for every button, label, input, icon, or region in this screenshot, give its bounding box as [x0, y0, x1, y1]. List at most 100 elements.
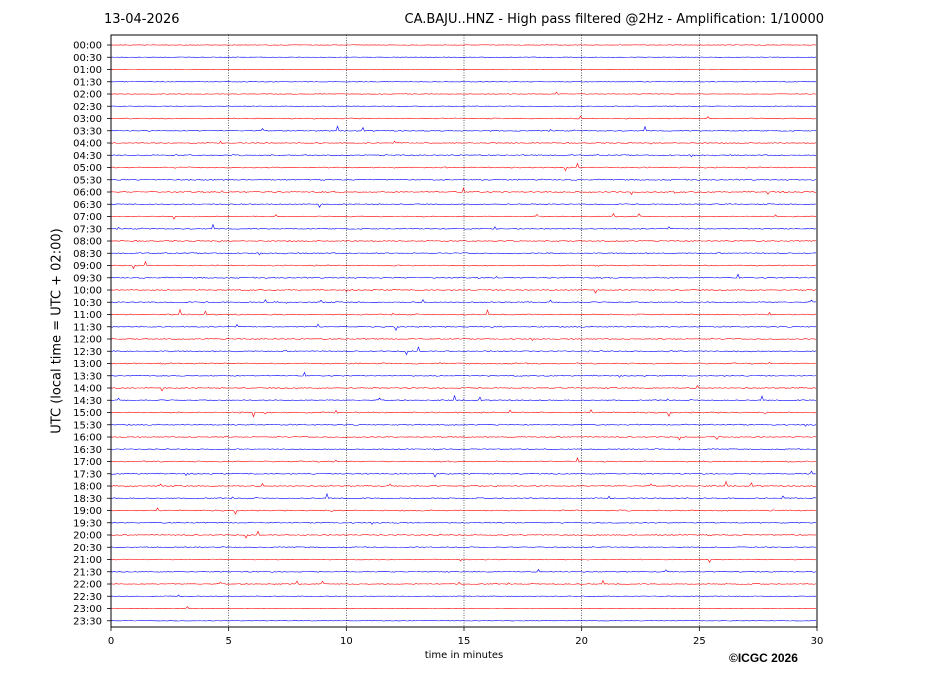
trace-2330	[110, 620, 817, 622]
trace-0000	[110, 44, 817, 46]
trace-0030	[110, 56, 817, 58]
trace-2030	[110, 546, 817, 549]
y-tick-label: 17:00	[73, 457, 102, 468]
trace-1500	[110, 409, 817, 418]
y-tick-label: 07:30	[73, 224, 102, 235]
y-tick-label: 16:00	[73, 433, 102, 444]
trace-1700	[110, 457, 817, 463]
trace-1230	[110, 346, 817, 356]
trace-1430	[110, 394, 817, 402]
y-tick-label: 03:00	[73, 114, 102, 125]
y-tick-label: 19:00	[73, 506, 102, 517]
x-tick-label: 30	[811, 636, 824, 647]
y-tick-label: 07:00	[73, 212, 102, 223]
trace-1400	[110, 385, 817, 392]
trace-1630	[110, 448, 817, 451]
trace-1830	[110, 492, 817, 500]
x-tick-label: 0	[108, 636, 114, 647]
trace-0530	[110, 178, 817, 181]
copyright-label: ©ICGC 2026	[729, 651, 798, 665]
y-tick-label: 18:00	[73, 482, 102, 493]
y-tick-label: 00:00	[73, 41, 102, 52]
y-tick-label: 14:00	[73, 384, 102, 395]
x-tick-label: 10	[340, 636, 353, 647]
y-tick-label: 15:30	[73, 420, 102, 431]
trace-1600	[110, 436, 817, 441]
y-tick-label: 10:00	[73, 286, 102, 297]
y-tick-label: 05:30	[73, 175, 102, 186]
trace-0400	[110, 140, 817, 145]
trace-0600	[110, 187, 817, 196]
y-tick-label: 18:30	[73, 494, 102, 505]
trace-1300	[110, 361, 817, 365]
trace-1000	[110, 289, 817, 294]
x-tick-label: 25	[693, 636, 706, 647]
y-tick-label: 20:00	[73, 531, 102, 542]
plot-frame	[110, 34, 818, 628]
y-tick-label: 21:30	[73, 567, 102, 578]
trace-1900	[110, 507, 817, 515]
y-tick-label: 02:00	[73, 90, 102, 101]
y-tick-label: 12:00	[73, 335, 102, 346]
trace-2130	[110, 568, 817, 573]
y-tick-label: 13:30	[73, 371, 102, 382]
trace-0700	[110, 212, 817, 220]
trace-0930	[110, 273, 817, 279]
trace-1930	[110, 521, 817, 525]
trace-1730	[110, 470, 817, 478]
y-tick-label: 09:30	[73, 273, 102, 284]
trace-0230	[110, 105, 817, 107]
x-tick-label: 15	[458, 636, 471, 647]
y-tick-label: 11:30	[73, 322, 102, 333]
y-tick-label: 14:30	[73, 396, 102, 407]
y-tick-label: 20:30	[73, 543, 102, 554]
trace-1330	[110, 371, 817, 378]
y-tick-label: 16:30	[73, 445, 102, 456]
trace-0100	[110, 68, 817, 71]
trace-0630	[110, 203, 817, 208]
trace-1800	[110, 480, 817, 488]
trace-0200	[110, 91, 817, 95]
y-tick-label: 23:00	[73, 604, 102, 615]
y-tick-label: 00:30	[73, 53, 102, 64]
trace-2000	[110, 530, 817, 539]
trace-0900	[110, 260, 817, 270]
y-tick-label: 02:30	[73, 102, 102, 113]
y-tick-label: 04:30	[73, 151, 102, 162]
x-tick-label: 20	[575, 636, 588, 647]
y-tick-label: 06:30	[73, 200, 102, 211]
y-tick-label: 10:30	[73, 298, 102, 309]
y-tick-label: 01:00	[73, 65, 102, 76]
trace-2230	[110, 594, 817, 597]
x-axis-label: time in minutes	[424, 650, 504, 661]
trace-0130	[110, 81, 817, 83]
date-label: 13-04-2026	[104, 12, 180, 27]
y-tick-label: 06:00	[73, 188, 102, 199]
trace-2300	[110, 606, 817, 610]
y-tick-label: 08:30	[73, 249, 102, 260]
y-tick-label: 13:00	[73, 359, 102, 370]
y-tick-label: 09:00	[73, 261, 102, 272]
y-tick-label: 11:00	[73, 310, 102, 321]
trace-1530	[110, 423, 817, 427]
y-tick-label: 23:30	[73, 616, 102, 627]
y-tick-label: 22:30	[73, 592, 102, 603]
trace-0730	[110, 223, 817, 230]
trace-0500	[110, 162, 817, 172]
trace-1100	[110, 308, 817, 316]
y-tick-label: 08:00	[73, 237, 102, 248]
y-tick-label: 05:00	[73, 163, 102, 174]
y-tick-label: 01:30	[73, 77, 102, 88]
x-tick-label: 5	[225, 636, 231, 647]
y-tick-label: 19:30	[73, 518, 102, 529]
y-tick-label: 04:00	[73, 139, 102, 150]
y-tick-label: 21:00	[73, 555, 102, 566]
chart-title: CA.BAJU..HNZ - High pass filtered @2Hz -…	[404, 12, 825, 27]
trace-1130	[110, 323, 817, 332]
trace-1200	[110, 338, 817, 341]
y-tick-label: 22:00	[73, 580, 102, 591]
trace-0430	[110, 154, 817, 158]
y-tick-label: 03:30	[73, 126, 102, 137]
trace-0830	[110, 252, 817, 256]
